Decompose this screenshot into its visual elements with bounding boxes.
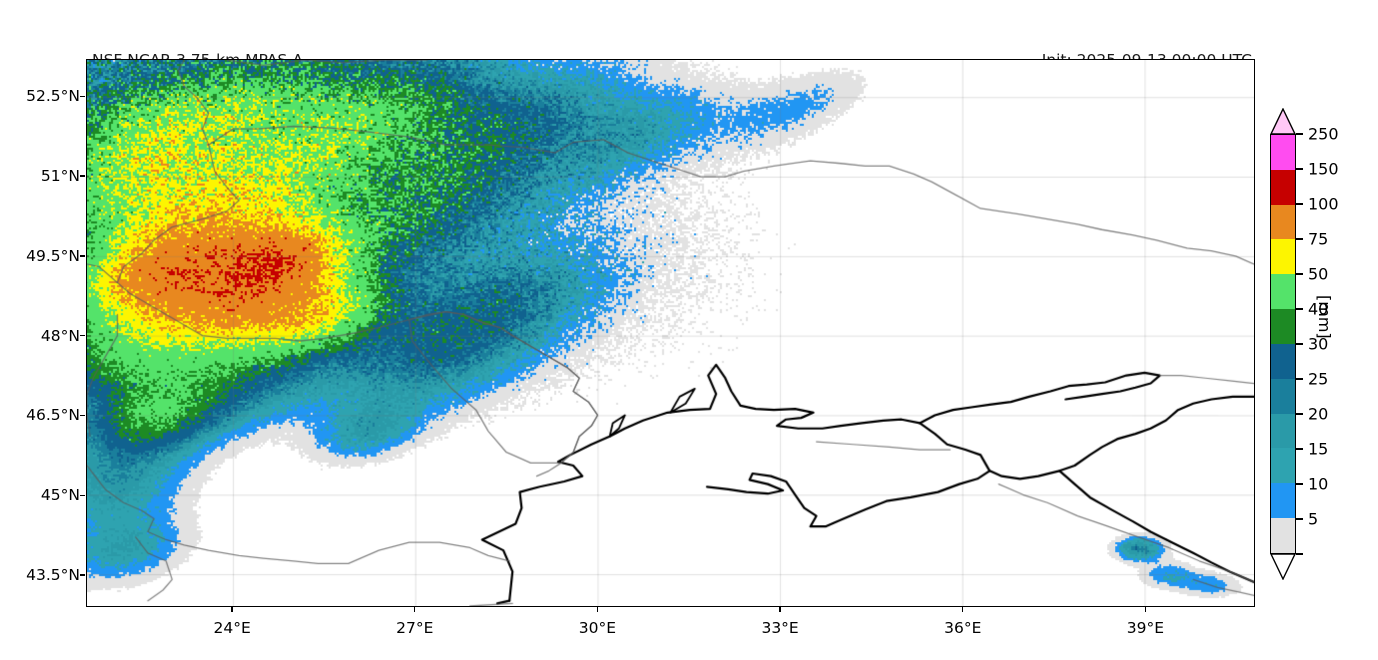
colorbar-segment — [1271, 309, 1295, 344]
latitude-tick-mark — [80, 255, 85, 257]
colorbar-tick-label: 50 — [1308, 264, 1329, 284]
longitude-tick-label: 27°E — [396, 619, 434, 637]
latitude-tick-mark — [80, 95, 85, 97]
colorbar-segment — [1271, 518, 1295, 553]
longitude-tick-mark — [779, 607, 781, 612]
colorbar-tick-label: 15 — [1308, 439, 1329, 459]
colorbar-tick-label: 100 — [1308, 194, 1339, 214]
longitude-tick-label: 39°E — [1126, 619, 1165, 637]
map-plot-area[interactable] — [86, 59, 1255, 607]
colorbar-tick-mark — [1296, 553, 1303, 555]
colorbar-tick-label: 20 — [1308, 404, 1329, 424]
colorbar-ticks: 250 150 100 75 50 40 30 25 20 15 10 5 — [1270, 108, 1360, 580]
colorbar-segment — [1271, 169, 1295, 205]
colorbar-tick-label: 5 — [1308, 509, 1319, 529]
colorbar-tick-label: 150 — [1308, 159, 1339, 179]
longitude-tick-mark — [962, 607, 964, 612]
colorbar-tick-label: 25 — [1308, 369, 1329, 389]
colorbar-tick-mark — [1296, 273, 1303, 275]
colorbar-segment — [1271, 483, 1295, 519]
longitude-tick-label: 30°E — [578, 619, 617, 637]
latitude-tick-label: 51°N — [40, 167, 80, 186]
colorbar-tick-label: 75 — [1308, 229, 1329, 249]
latitude-tick-label: 52.5°N — [26, 87, 80, 106]
colorbar-tick-label: 10 — [1308, 474, 1329, 494]
colorbar[interactable]: 250 150 100 75 50 40 30 25 20 15 10 5 — [1270, 108, 1339, 580]
colorbar-tick-mark — [1296, 343, 1303, 345]
colorbar-segment — [1271, 239, 1295, 275]
colorbar-tick-mark — [1296, 308, 1303, 310]
colorbar-tick-mark — [1296, 483, 1303, 485]
latitude-tick-mark — [80, 574, 85, 576]
colorbar-segment — [1271, 413, 1295, 449]
colorbar-tick-mark — [1296, 448, 1303, 450]
latitude-tick-label: 48°N — [40, 326, 80, 345]
colorbar-segment — [1271, 448, 1295, 484]
precipitation-map — [87, 60, 1254, 606]
colorbar-tick-label: 30 — [1308, 334, 1329, 354]
latitude-tick-label: 49.5°N — [26, 246, 80, 265]
longitude-axis: 24°E 27°E 30°E 33°E 36°E 39°E — [86, 607, 1255, 647]
colorbar-tick-mark — [1296, 378, 1303, 380]
longitude-tick-mark — [1144, 607, 1147, 612]
latitude-tick-label: 46.5°N — [26, 406, 80, 425]
colorbar-segment — [1271, 135, 1295, 170]
latitude-tick-label: 45°N — [40, 486, 80, 505]
colorbar-segment — [1271, 343, 1295, 379]
colorbar-tick-mark — [1296, 133, 1303, 135]
colorbar-tick-mark — [1296, 168, 1303, 170]
colorbar-tick-mark — [1296, 238, 1303, 240]
latitude-tick-label: 43.5°N — [26, 566, 80, 585]
latitude-tick-mark — [80, 494, 85, 496]
colorbar-gradient — [1270, 134, 1296, 554]
longitude-tick-mark — [596, 607, 599, 612]
latitude-axis: 43.5°N 45°N 46.5°N 48°N 49.5°N 51°N 52.5°N — [0, 59, 85, 607]
longitude-tick-label: 36°E — [944, 619, 982, 637]
colorbar-tick-label: 40 — [1308, 299, 1329, 319]
colorbar-segment — [1271, 204, 1295, 240]
longitude-tick-mark — [231, 607, 233, 612]
colorbar-tick-mark — [1296, 413, 1303, 415]
colorbar-tick-label: 250 — [1308, 124, 1339, 144]
colorbar-units-label: [mm] — [1315, 295, 1334, 339]
latitude-tick-mark — [80, 175, 85, 177]
colorbar-segment — [1271, 378, 1295, 414]
colorbar-tick-mark — [1296, 203, 1303, 205]
longitude-tick-label: 24°E — [213, 619, 251, 637]
colorbar-tick-mark — [1296, 518, 1303, 520]
longitude-tick-mark — [414, 607, 416, 612]
latitude-tick-mark — [80, 414, 85, 417]
longitude-tick-label: 33°E — [761, 619, 799, 637]
latitude-tick-mark — [80, 334, 85, 337]
triangle-down-icon — [1270, 553, 1296, 580]
colorbar-segment — [1271, 274, 1295, 310]
